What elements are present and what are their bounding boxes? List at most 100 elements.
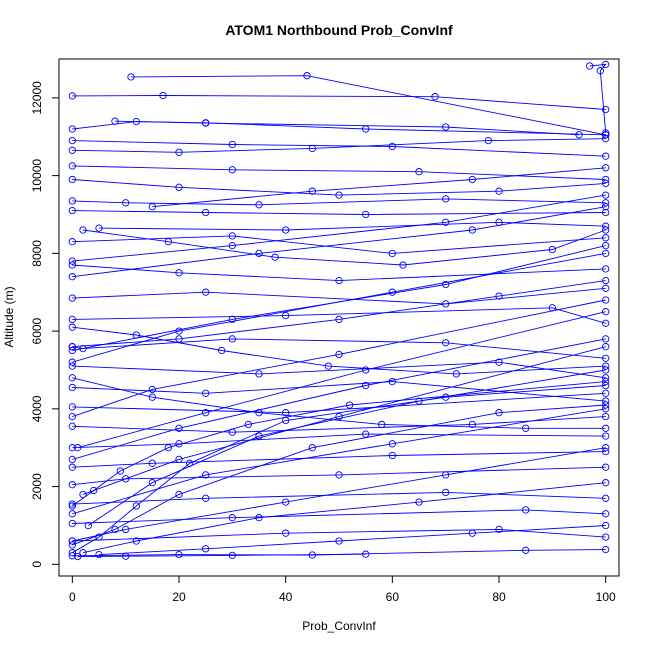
data-point	[164, 238, 172, 246]
x-tick-label: 80	[492, 590, 506, 604]
series-36	[68, 296, 610, 421]
data-point	[602, 424, 610, 432]
data-point	[127, 73, 135, 81]
series-33	[68, 203, 610, 281]
series-line	[72, 95, 606, 110]
data-point	[335, 471, 343, 479]
data-point	[602, 131, 610, 139]
data-point	[228, 335, 236, 343]
data-point	[388, 440, 396, 448]
series-line	[72, 377, 606, 429]
data-point	[68, 444, 76, 452]
series-line	[72, 451, 606, 468]
data-point	[442, 488, 450, 497]
series-47	[79, 226, 610, 269]
data-point	[282, 529, 290, 537]
y-tick-label: 4000	[30, 395, 44, 422]
data-point	[202, 119, 210, 127]
data-point	[228, 514, 236, 522]
data-point	[68, 519, 76, 528]
data-point	[74, 444, 82, 452]
data-point	[602, 208, 610, 217]
data-point	[202, 208, 210, 217]
data-point	[602, 249, 610, 258]
data-point	[74, 552, 82, 561]
y-tick-label: 12000	[30, 81, 44, 115]
data-point	[495, 525, 503, 534]
data-point	[602, 412, 610, 421]
data-point	[68, 323, 76, 331]
x-tick-label: 100	[596, 590, 616, 604]
x-axis: 0 20 40 60 80 100	[69, 575, 616, 604]
data-point	[122, 525, 130, 534]
series-23	[68, 506, 610, 528]
data-point	[602, 397, 610, 405]
series-line	[72, 392, 606, 414]
data-point	[324, 362, 332, 370]
data-point	[602, 203, 610, 211]
data-point	[68, 541, 76, 549]
data-point	[388, 142, 396, 151]
data-point	[68, 175, 76, 184]
series-12	[68, 284, 610, 308]
data-point	[95, 533, 103, 541]
data-point	[602, 191, 610, 199]
series-3	[586, 60, 610, 137]
series-line	[72, 287, 606, 305]
x-tick-label: 20	[172, 590, 186, 604]
data-point	[68, 412, 76, 421]
data-point	[202, 288, 210, 296]
data-point	[362, 381, 370, 390]
data-point	[68, 206, 76, 215]
series-27	[68, 381, 610, 557]
data-point	[596, 67, 604, 75]
series-line	[72, 140, 606, 157]
data-point	[228, 315, 236, 324]
data-point	[388, 451, 396, 460]
series-line	[72, 252, 606, 363]
data-point	[602, 308, 610, 316]
series-line	[72, 361, 606, 379]
data-point	[255, 432, 263, 440]
data-point	[68, 125, 76, 133]
series-line	[77, 311, 606, 449]
data-point	[282, 409, 290, 417]
data-point	[335, 412, 343, 421]
x-tick-label: 60	[386, 590, 400, 604]
data-point	[148, 479, 156, 487]
series-9	[95, 218, 610, 234]
data-point	[116, 467, 124, 475]
data-point	[68, 257, 76, 265]
data-point	[602, 319, 610, 327]
data-point	[442, 123, 450, 131]
data-point	[602, 405, 610, 413]
series-line	[72, 165, 606, 180]
series-50	[68, 377, 610, 510]
data-point	[175, 335, 183, 343]
series-line	[72, 326, 606, 375]
data-point	[68, 238, 76, 246]
series-line	[72, 509, 606, 524]
data-point	[468, 175, 476, 184]
series-line	[82, 229, 606, 266]
data-point	[68, 463, 76, 471]
data-point	[602, 401, 610, 409]
data-point	[175, 455, 183, 464]
data-point	[495, 187, 503, 195]
data-point	[335, 191, 343, 199]
data-point	[602, 366, 610, 374]
data-point	[452, 370, 460, 378]
series-30	[79, 343, 610, 499]
data-point	[148, 393, 156, 401]
data-point	[175, 183, 183, 191]
data-point	[68, 510, 76, 518]
series-line	[88, 369, 606, 526]
data-point	[602, 296, 610, 304]
y-tick-label: 0	[30, 561, 44, 568]
data-point	[303, 72, 311, 80]
series-44	[68, 276, 610, 351]
data-point	[415, 397, 423, 405]
data-point	[271, 253, 279, 261]
series-line	[72, 528, 606, 542]
data-point	[602, 234, 610, 242]
